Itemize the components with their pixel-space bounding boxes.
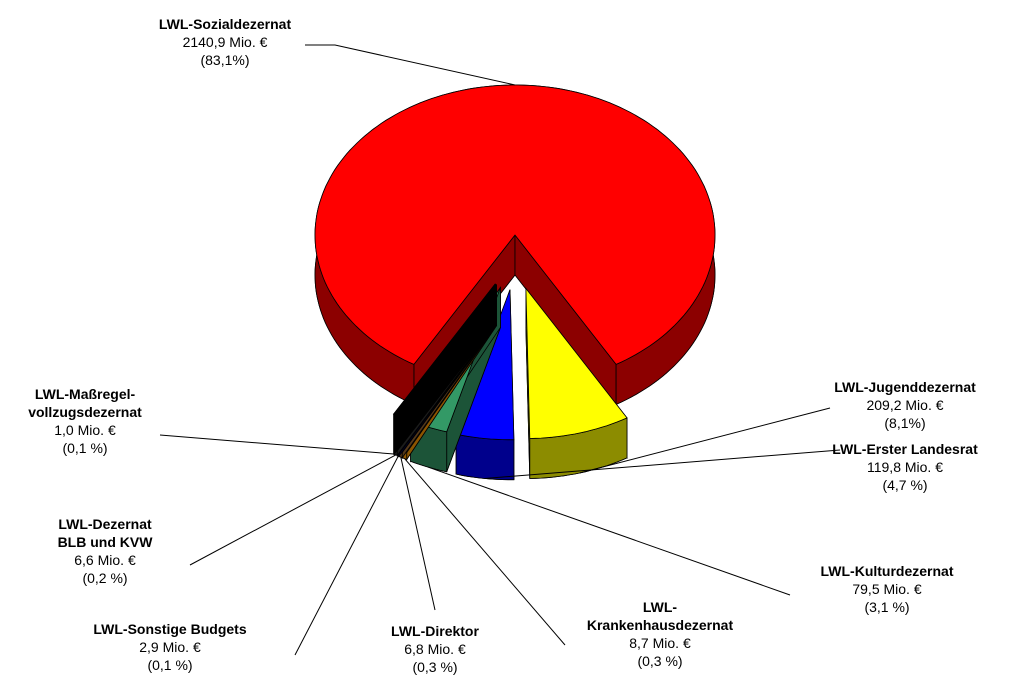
value-label: 2,9 Mio. €	[139, 639, 201, 655]
slice-label: LWL-Kulturdezernat 79,5 Mio. € (3,1 %)	[777, 562, 997, 616]
leader-line	[159, 434, 394, 455]
leader-line	[294, 455, 399, 656]
percent-label: (0,3 %)	[637, 653, 683, 669]
value-label: 8,7 Mio. €	[629, 635, 691, 651]
leader-line	[404, 458, 566, 646]
leader-line	[189, 454, 397, 566]
value-label: 2140,9 Mio. €	[182, 34, 268, 50]
leader-line	[400, 456, 436, 611]
category-label: LWL-Dezernat BLB und KVW	[57, 516, 153, 550]
slice-label: LWL-Sozialdezernat 2140,9 Mio. € (83,1%)	[115, 15, 335, 69]
category-label: LWL-Direktor	[391, 623, 479, 639]
percent-label: (8,1%)	[884, 415, 926, 431]
category-label: LWL-Kulturdezernat	[820, 563, 954, 579]
category-label: LWL-Maßregel- vollzugsdezernat	[28, 386, 142, 420]
category-label: LWL-Erster Landesrat	[832, 441, 978, 457]
percent-label: (4,7 %)	[882, 477, 928, 493]
category-label: LWL-Jugenddezernat	[834, 379, 976, 395]
value-label: 6,6 Mio. €	[74, 552, 136, 568]
slice-label: LWL-Maßregel- vollzugsdezernat 1,0 Mio. €…	[0, 385, 195, 457]
leader-line	[579, 407, 831, 474]
value-label: 1,0 Mio. €	[54, 422, 116, 438]
slice-label: LWL-Jugenddezernat 209,2 Mio. € (8,1%)	[795, 378, 1015, 432]
slice-label: LWL- Krankenhausdezernat 8,7 Mio. € (0,3 %…	[550, 598, 770, 670]
value-label: 79,5 Mio. €	[852, 581, 922, 597]
value-label: 209,2 Mio. €	[866, 397, 944, 413]
leader-line	[484, 449, 841, 479]
slice-top	[525, 287, 628, 439]
percent-label: (0,2 %)	[82, 570, 128, 586]
category-label: LWL-Sozialdezernat	[158, 16, 292, 32]
slice-label: LWL-Erster Landesrat 119,8 Mio. € (4,7 %)	[795, 440, 1015, 494]
category-label: LWL-Sonstige Budgets	[93, 621, 247, 637]
leader-line	[428, 466, 791, 596]
slice-label: LWL-Dezernat BLB und KVW 6,6 Mio. € (0,2 %…	[0, 515, 215, 587]
pie-slice	[392, 283, 496, 456]
slice-label: LWL-Sonstige Budgets 2,9 Mio. € (0,1 %)	[60, 620, 280, 674]
slice-top	[314, 84, 716, 365]
percent-label: (3,1 %)	[864, 599, 910, 615]
pie-slice	[525, 287, 628, 479]
slice-top	[392, 284, 496, 415]
leader-line	[305, 44, 516, 86]
slice-wall	[455, 433, 515, 481]
value-label: 119,8 Mio. €	[866, 459, 943, 475]
slice-label: LWL-Direktor 6,8 Mio. € (0,3 %)	[325, 622, 545, 676]
category-label: LWL- Krankenhausdezernat	[586, 599, 734, 633]
percent-label: (0,1 %)	[147, 657, 193, 673]
percent-label: (83,1%)	[200, 52, 250, 68]
percent-label: (0,3 %)	[412, 659, 458, 675]
pie-slice	[314, 84, 716, 406]
value-label: 6,8 Mio. €	[404, 641, 466, 657]
percent-label: (0,1 %)	[62, 440, 108, 456]
